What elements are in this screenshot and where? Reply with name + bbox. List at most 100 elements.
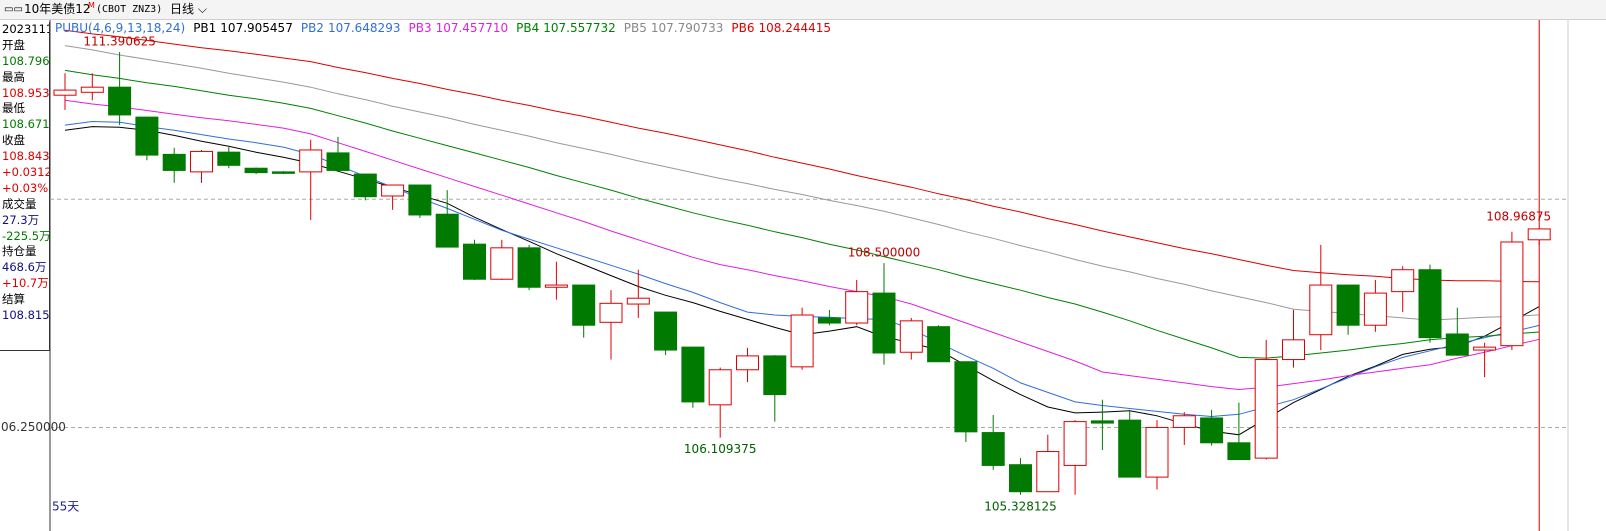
candle-body xyxy=(1363,292,1387,326)
info-value: 27.3万 xyxy=(2,212,40,227)
candle-body xyxy=(817,317,841,324)
candle-body xyxy=(490,247,514,280)
candle-body xyxy=(1282,339,1305,361)
candle-body xyxy=(681,346,705,403)
candle-body xyxy=(1336,284,1360,326)
candle-body xyxy=(435,213,459,248)
candle-body xyxy=(1473,346,1497,351)
instrument-symbol: (CBOT ZNZ3) xyxy=(96,4,163,15)
candle-body xyxy=(190,150,213,173)
legend-name: PB2 xyxy=(300,21,324,35)
candle-body xyxy=(80,86,104,93)
info-value: 108.8437 xyxy=(2,149,50,164)
info-label: 开盘 xyxy=(2,37,25,52)
candle-body xyxy=(872,292,896,354)
legend-entry: PB1 107.905457 xyxy=(193,21,293,35)
info-value: 108.8157 xyxy=(2,308,50,323)
instrument-mark: M xyxy=(88,1,95,10)
info-date: 20231115 xyxy=(2,22,49,36)
legend-name: PB6 xyxy=(731,21,755,35)
ma-line xyxy=(64,99,1540,391)
info-label: 成交量 xyxy=(2,196,37,211)
candle-body xyxy=(1418,269,1442,339)
period-selector[interactable]: 日线 ⌵ xyxy=(170,2,207,16)
candle-body xyxy=(326,152,350,171)
candle-body xyxy=(299,149,323,173)
legend-value: 107.457710 xyxy=(435,21,509,35)
price-annotation: 108.96875 xyxy=(1486,209,1551,223)
info-panel: 20231115 开盘 108.7968 最高 108.9531 最低 108.… xyxy=(0,22,50,351)
candle-body xyxy=(244,167,268,174)
candle-body xyxy=(1145,426,1169,478)
candle-body xyxy=(53,89,77,96)
candle-body xyxy=(790,314,814,368)
candle-body xyxy=(408,184,432,216)
legend: PUBU(4,6,9,13,18,24) PB1 107.905457 PB2 107… xyxy=(55,21,831,35)
candle-body xyxy=(572,284,596,326)
candle-body xyxy=(1500,241,1524,347)
candle-body xyxy=(1063,421,1087,466)
period-label[interactable]: 日线 xyxy=(170,2,195,16)
candle-body xyxy=(162,153,186,171)
candle-body xyxy=(1090,420,1114,424)
info-value: 468.6万 xyxy=(2,260,47,275)
legend-entry: PB4 107.557732 xyxy=(516,21,616,35)
legend-name: PB3 xyxy=(408,21,432,35)
candle-body xyxy=(1036,451,1060,493)
candle-body xyxy=(271,171,295,174)
price-annotation: 105.328125 xyxy=(984,499,1057,513)
candle-body xyxy=(463,243,486,280)
candle-body xyxy=(626,297,650,305)
candle-body xyxy=(1391,269,1415,293)
price-annotation: 111.390625 xyxy=(83,35,156,49)
instrument-title[interactable]: 10年美债12 xyxy=(24,2,91,16)
legend-name: PB1 xyxy=(193,21,217,35)
candle-body xyxy=(1254,359,1278,459)
candle-body xyxy=(108,86,132,116)
candle-body xyxy=(736,355,759,371)
candle-body xyxy=(654,311,678,351)
info-label: 收盘 xyxy=(2,133,25,148)
info-value: 108.7968 xyxy=(2,53,50,68)
info-label: 结算 xyxy=(2,292,25,307)
legend-value: 107.905457 xyxy=(220,21,293,35)
indicator-name: PUBU(4,6,9,13,18,24) xyxy=(55,21,186,35)
legend-entry: PB6 108.244415 xyxy=(731,21,831,35)
legend-entry: PB3 107.457710 xyxy=(408,21,508,35)
info-value: 108.9531 xyxy=(2,85,50,100)
candle-body xyxy=(763,355,787,396)
candle-body xyxy=(353,173,377,198)
price-annotation: 106.109375 xyxy=(684,442,757,456)
legend-entry: PB5 107.790733 xyxy=(624,21,724,35)
candle-body xyxy=(1200,417,1224,444)
candle-body xyxy=(599,302,623,323)
legend-value: 108.244415 xyxy=(758,21,832,35)
info-value: +0.0312 xyxy=(2,165,50,180)
y-tick-label: 06.250000 xyxy=(1,420,66,434)
candle-body xyxy=(1172,415,1196,428)
ma-line xyxy=(64,29,1540,283)
legend-name: PB5 xyxy=(623,21,647,35)
candle-body xyxy=(517,247,541,288)
candle-body xyxy=(217,151,241,166)
toolbar: ▭▭ 10年美债12 M (CBOT ZNZ3) 日线 ⌵ xyxy=(0,0,1606,20)
toolbar-icon[interactable]: ▭▭ xyxy=(4,4,23,15)
info-label: 持仓量 xyxy=(2,244,37,259)
info-label: 最高 xyxy=(2,69,25,84)
candle-body xyxy=(544,284,568,288)
candle-body xyxy=(927,326,951,363)
candle-body xyxy=(1118,419,1142,478)
candle-body xyxy=(708,369,732,406)
candle-body xyxy=(845,291,869,324)
info-value: +0.03% xyxy=(2,180,49,195)
candle-body xyxy=(954,361,978,433)
info-value: +10.7万 xyxy=(2,276,49,291)
legend-name: PB4 xyxy=(516,21,540,35)
legend-entry: PB2 107.648293 xyxy=(301,21,401,35)
legend-value: 107.648293 xyxy=(327,21,401,35)
candle-body xyxy=(899,320,923,353)
bar-count: 55天 xyxy=(52,500,79,514)
info-value: 108.6718 xyxy=(2,117,50,132)
